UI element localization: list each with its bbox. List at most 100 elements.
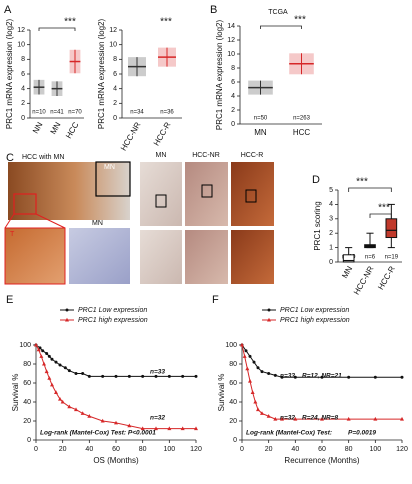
legend-marker [65,308,69,312]
n-label: n=19 [385,255,399,261]
marker [58,363,62,367]
marker [242,354,247,358]
x-tick-label: HCC [64,120,81,140]
y-tick-label: 20 [23,418,31,425]
image [231,162,274,226]
marker [50,382,54,387]
x-tick-label: HCC-R [376,264,397,291]
marker [400,416,404,421]
marker [167,426,172,431]
y-tick-label: 4 [231,93,235,100]
y-tick-label: 100 [225,342,237,349]
x-tick-label: 80 [345,446,353,453]
inset-box [245,189,257,203]
marker [80,411,85,415]
annotation: n=33 [280,373,295,380]
inset-box [95,161,131,197]
marker [347,375,351,379]
survival-line [35,344,196,377]
marker [81,372,85,375]
marker [42,361,46,366]
n-label: n=50 [254,116,268,122]
x-tick-label: 0 [240,446,244,453]
panel-letter: B [210,4,217,16]
marker [87,374,91,378]
marker [154,426,158,431]
box [385,218,398,239]
marker [273,416,278,421]
panel-letter: D [312,174,320,186]
marker [245,366,250,371]
legend-marker [267,308,271,312]
image [69,228,130,284]
connector [35,213,66,229]
marker [54,360,58,364]
marker [154,374,158,378]
legend-marker [65,317,69,322]
x-tick-label: 100 [163,446,175,453]
marker [41,349,45,353]
marker [267,372,271,375]
y-tick-label: 10 [109,42,117,49]
x-tick-label: HCC-R [152,120,173,147]
bracket [369,213,392,218]
column-label: HCC-NR [192,152,220,159]
y-tick-label: 12 [109,27,117,34]
n-label: n=41 [50,110,64,116]
y-tick-label: 3 [329,216,333,223]
chart-title: TCGA [268,9,288,16]
marker [39,354,44,358]
marker [400,375,404,379]
marker [54,390,58,394]
panel-letter: C [6,152,14,164]
significance: *** [64,17,76,28]
marker [60,399,65,404]
marker [50,357,54,361]
survival-line [241,344,402,420]
marker [140,426,145,431]
marker [101,374,105,378]
marker [280,375,284,379]
inset-box [155,194,167,208]
image [185,230,228,284]
x-axis-label: OS (Months) [93,456,139,465]
x-tick-label: 40 [291,446,299,453]
marker [74,407,78,412]
marker [181,374,185,378]
marker [373,375,377,379]
image [4,227,66,285]
x-tick-label: 100 [369,446,381,453]
marker [373,416,378,421]
image [140,230,182,284]
marker [44,369,49,374]
n-label: n=34 [130,110,144,116]
x-tick-label: MN [49,120,63,135]
y-tick-label: 12 [227,37,235,44]
significance: *** [160,17,172,28]
panel-letter: F [212,294,219,306]
y-axis-label: Survival % [11,374,20,412]
x-tick-label: 20 [59,446,67,453]
significance: *** [356,177,368,188]
marker [256,407,260,412]
legend-label: PRC1 high expression [78,317,148,324]
x-tick-label: 60 [318,446,326,453]
marker [194,426,198,431]
significance: *** [294,15,306,26]
bracket [260,25,302,29]
x-tick-label: MN [254,128,267,137]
marker [260,370,264,374]
marker [252,360,256,364]
y-tick-label: 60 [229,380,237,387]
n-label: n=36 [160,110,174,116]
marker [256,366,260,370]
y-tick-label: 4 [329,201,333,208]
y-tick-label: 6 [231,79,235,86]
survival-line [35,344,196,430]
marker [248,354,252,358]
marker [194,374,198,378]
y-tick-label: 0 [21,115,25,122]
y-axis-label: PRC1 mRNA expression (log2) [215,20,224,131]
box [342,254,355,263]
